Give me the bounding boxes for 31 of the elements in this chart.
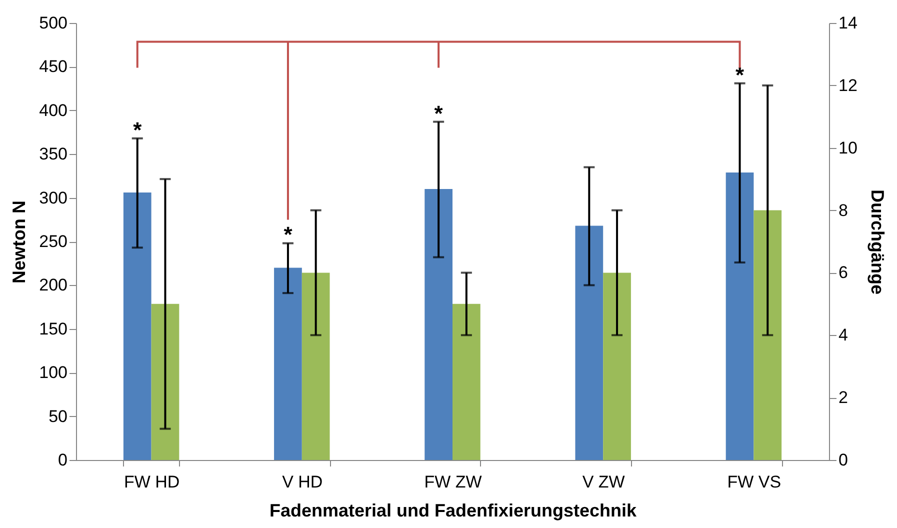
annotation: *	[434, 100, 444, 126]
y-tick-label: 350	[39, 144, 68, 164]
y2-tick-label: 0	[838, 450, 848, 470]
annotation: *	[735, 62, 744, 88]
y2-tick-label: 8	[838, 200, 848, 220]
y-tick-label: 200	[39, 276, 68, 295]
y2-axis-title: Durchgänge	[867, 189, 888, 295]
y-tick-label: 150	[39, 319, 68, 338]
y-tick-label: 450	[39, 57, 68, 76]
x-tick-label: FW HD	[124, 472, 180, 492]
y2-tick-label: 10	[838, 138, 858, 158]
y2-tick-label: 2	[838, 388, 848, 408]
y-tick-label: 0	[58, 450, 68, 470]
y-tick-label: 250	[39, 232, 68, 251]
y2-tick-label: 14	[838, 14, 858, 32]
y-tick-label: 50	[48, 406, 68, 426]
y-tick-label: 500	[39, 14, 68, 32]
x-axis-title: Fadenmaterial und Fadenfixierungstechnik	[269, 500, 638, 520]
y2-tick-label: 6	[838, 263, 848, 282]
annotation: *	[284, 222, 293, 248]
y2-tick-label: 4	[838, 326, 848, 345]
y-tick-label: 100	[39, 363, 68, 382]
x-tick-label: V HD	[282, 472, 323, 492]
y-tick-label: 300	[39, 188, 68, 208]
y2-tick-label: 12	[838, 76, 858, 95]
x-tick-label: V ZW	[582, 472, 625, 492]
annotation: *	[133, 117, 142, 142]
y-tick-label: 400	[39, 100, 68, 120]
y-axis-title: Newton N	[9, 200, 30, 284]
x-tick-label: FW ZW	[424, 472, 482, 492]
x-tick-label: FW VS	[727, 472, 782, 492]
